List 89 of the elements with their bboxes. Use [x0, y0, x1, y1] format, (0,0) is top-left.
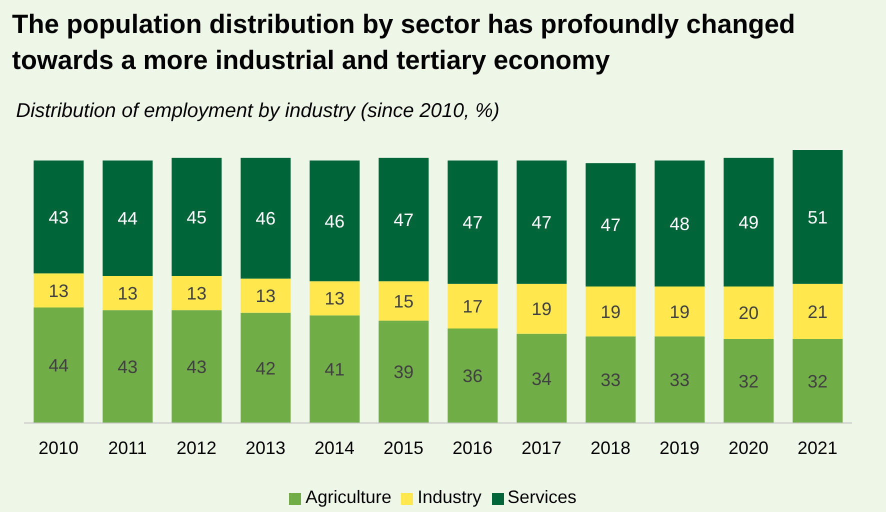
data-label: 51 — [808, 207, 828, 228]
bar — [102, 276, 153, 310]
data-label: 46 — [256, 208, 276, 229]
data-label: 33 — [600, 370, 621, 390]
x-tick-label: 2010 — [38, 438, 79, 458]
bar — [172, 158, 222, 276]
legend-label: Services — [508, 487, 577, 507]
legend-label: Industry — [417, 487, 482, 507]
data-label: 41 — [324, 360, 345, 380]
data-label: 19 — [600, 302, 621, 322]
x-tick-label: 2019 — [659, 438, 700, 458]
x-tick-label: 2017 — [521, 438, 562, 458]
data-label: 20 — [738, 303, 759, 324]
bar — [724, 158, 774, 286]
data-label: 43 — [118, 356, 138, 377]
data-label: 13 — [256, 286, 276, 306]
bar — [448, 328, 498, 423]
data-label: 13 — [48, 280, 69, 301]
bar — [240, 158, 291, 279]
chart-title: The population distribution by sector has profoundly changed towards a more industrial and tertiary economy — [12, 8, 796, 77]
bar — [172, 276, 222, 310]
data-label: 47 — [462, 212, 483, 233]
data-label: 32 — [808, 371, 828, 392]
bar — [586, 163, 636, 286]
data-label: 33 — [670, 370, 690, 390]
bar — [34, 273, 84, 308]
x-tick-label: 2011 — [108, 438, 147, 458]
data-label: 44 — [118, 208, 138, 229]
bar — [654, 286, 705, 336]
bar — [102, 160, 153, 276]
bar — [34, 160, 84, 274]
data-label: 47 — [532, 212, 552, 233]
bar — [102, 310, 153, 423]
data-label: 21 — [808, 302, 828, 322]
bar — [310, 281, 360, 316]
data-label: 39 — [394, 362, 414, 382]
data-label: 43 — [48, 207, 69, 228]
data-label: 48 — [670, 214, 690, 234]
bar — [448, 160, 498, 284]
bar — [310, 160, 360, 282]
x-tick-label: 2020 — [728, 438, 769, 458]
bar — [516, 334, 567, 423]
data-label: 43 — [186, 356, 207, 377]
data-label: 32 — [738, 371, 759, 392]
bar — [378, 320, 429, 423]
chart-subtitle: Distribution of employment by industry (since 2010, %) — [16, 100, 500, 123]
bar — [378, 158, 429, 282]
data-label: 47 — [394, 210, 414, 230]
x-tick-label: 2015 — [383, 438, 424, 458]
bar — [792, 150, 843, 284]
bar — [448, 284, 498, 328]
bar — [586, 336, 636, 423]
x-tick-label: 2018 — [590, 438, 631, 458]
bar — [310, 315, 360, 423]
data-label: 36 — [462, 366, 483, 386]
data-label: 49 — [738, 212, 759, 233]
data-label: 45 — [186, 207, 207, 228]
bar — [586, 286, 636, 336]
data-label: 15 — [394, 291, 414, 312]
x-tick-label: 2014 — [314, 438, 355, 458]
bar — [378, 281, 429, 321]
data-label: 19 — [532, 299, 552, 320]
data-label: 44 — [48, 356, 69, 376]
bar — [240, 312, 291, 423]
legend-label: Agriculture — [305, 487, 392, 507]
bar — [240, 278, 291, 313]
data-label: 13 — [186, 283, 207, 304]
bar — [172, 310, 222, 423]
data-label: 42 — [256, 358, 276, 378]
bar — [724, 339, 774, 423]
bar — [654, 160, 705, 286]
data-label: 17 — [462, 296, 483, 317]
bar — [34, 308, 84, 423]
bar — [516, 284, 567, 334]
data-label: 46 — [324, 211, 345, 232]
data-label: 13 — [324, 288, 345, 309]
x-tick-label: 2021 — [797, 438, 838, 458]
x-tick-label: 2013 — [245, 438, 286, 458]
bar — [792, 284, 843, 339]
data-label: 34 — [532, 368, 552, 389]
data-label: 19 — [670, 302, 690, 322]
x-tick-label: 2012 — [176, 438, 217, 458]
bar — [516, 160, 567, 284]
bar — [654, 336, 705, 423]
bar — [792, 339, 843, 423]
x-tick-label: 2016 — [452, 438, 493, 458]
data-label: 47 — [600, 215, 621, 236]
data-label: 13 — [118, 283, 138, 304]
bar — [724, 286, 774, 339]
